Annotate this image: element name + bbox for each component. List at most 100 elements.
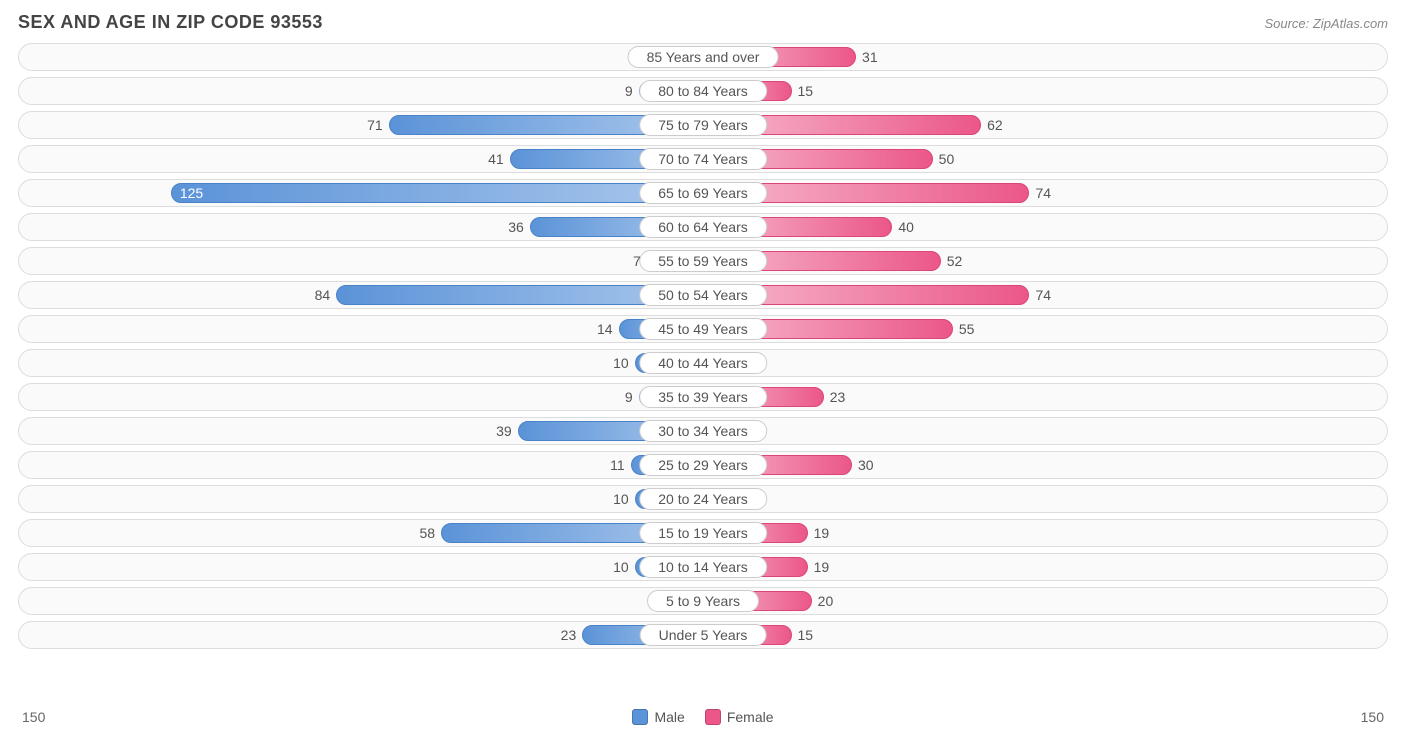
female-value: 40 (898, 219, 914, 235)
pyramid-row: 9 1580 to 84 Years (18, 77, 1388, 105)
female-value: 20 (818, 593, 834, 609)
pyramid-row: 716275 to 79 Years (18, 111, 1388, 139)
female-value: 74 (1035, 287, 1051, 303)
category-label: 50 to 54 Years (639, 284, 767, 306)
male-half: 10 (19, 350, 703, 376)
category-label: 45 to 49 Years (639, 318, 767, 340)
male-half: 7 (19, 248, 703, 274)
category-label: 70 to 74 Years (639, 148, 767, 170)
female-value: 55 (959, 321, 975, 337)
female-value: 15 (798, 627, 814, 643)
pyramid-row: 75255 to 59 Years (18, 247, 1388, 275)
female-value: 23 (830, 389, 846, 405)
category-label: 55 to 59 Years (639, 250, 767, 272)
female-value: 50 (939, 151, 955, 167)
male-value: 10 (613, 491, 629, 507)
female-half: 31 (703, 44, 1387, 70)
pyramid-row: 39 030 to 34 Years (18, 417, 1388, 445)
legend-swatch (632, 709, 648, 725)
category-label: 10 to 14 Years (639, 556, 767, 578)
legend-item: Male (632, 709, 684, 725)
female-half: 19 (703, 520, 1387, 546)
category-label: 25 to 29 Years (639, 454, 767, 476)
male-value: 11 (610, 457, 625, 473)
female-half: 55 (703, 316, 1387, 342)
female-half: 0 (703, 418, 1387, 444)
male-half: 11 (19, 452, 703, 478)
pyramid-row: 84 74 50 to 54 Years (18, 281, 1388, 309)
female-value: 19 (814, 559, 830, 575)
male-value: 9 (625, 83, 633, 99)
male-value: 71 (367, 117, 383, 133)
category-label: 15 to 19 Years (639, 522, 767, 544)
male-half: 39 (19, 418, 703, 444)
female-half: 50 (703, 146, 1387, 172)
category-label: 30 to 34 Years (639, 420, 767, 442)
female-half: 15 (703, 78, 1387, 104)
male-value: 125 (180, 185, 203, 201)
legend-label: Male (654, 709, 684, 725)
male-half: 125 (19, 180, 703, 206)
male-value: 41 (488, 151, 504, 167)
female-half: 15 (703, 622, 1387, 648)
female-half: 23 (703, 384, 1387, 410)
pyramid-row: 0 20 5 to 9 Years (18, 587, 1388, 615)
chart-title: SEX AND AGE IN ZIP CODE 93553 (18, 12, 323, 33)
category-label: 35 to 39 Years (639, 386, 767, 408)
female-half: 20 (703, 588, 1387, 614)
male-half: 58 (19, 520, 703, 546)
male-half: 23 (19, 622, 703, 648)
female-half: 0 (703, 486, 1387, 512)
male-value: 10 (613, 559, 629, 575)
chart-source: Source: ZipAtlas.com (1264, 16, 1388, 31)
pyramid-row: 581915 to 19 Years (18, 519, 1388, 547)
category-label: 20 to 24 Years (639, 488, 767, 510)
male-half: 9 (19, 384, 703, 410)
male-half: 84 (19, 282, 703, 308)
pyramid-row: 14 55 45 to 49 Years (18, 315, 1388, 343)
legend-label: Female (727, 709, 774, 725)
axis-max-left: 150 (22, 709, 45, 725)
legend: Male Female (632, 709, 773, 725)
male-value: 23 (561, 627, 577, 643)
axis-max-right: 150 (1361, 709, 1384, 725)
male-value: 84 (315, 287, 331, 303)
pyramid-row: 36 40 60 to 64 Years (18, 213, 1388, 241)
male-value: 14 (597, 321, 613, 337)
male-half: 10 (19, 554, 703, 580)
pyramid-row: 41 50 70 to 74 Years (18, 145, 1388, 173)
male-value: 39 (496, 423, 512, 439)
male-half: 41 (19, 146, 703, 172)
pyramid-row: 10 020 to 24 Years (18, 485, 1388, 513)
pyramid-row: 0 31 85 Years and over (18, 43, 1388, 71)
male-half: 0 (19, 588, 703, 614)
category-label: 85 Years and over (628, 46, 779, 68)
pyramid-row: 23 15 Under 5 Years (18, 621, 1388, 649)
female-value: 31 (862, 49, 878, 65)
male-half: 9 (19, 78, 703, 104)
male-value: 36 (508, 219, 524, 235)
female-half: 74 (703, 180, 1387, 206)
category-label: 80 to 84 Years (639, 80, 767, 102)
pyramid-row: 10 19 10 to 14 Years (18, 553, 1388, 581)
female-value: 74 (1035, 185, 1051, 201)
pyramid-row: 125 74 65 to 69 Years (18, 179, 1388, 207)
legend-swatch (705, 709, 721, 725)
pyramid-row: 11 30 25 to 29 Years (18, 451, 1388, 479)
category-label: 5 to 9 Years (647, 590, 759, 612)
male-half: 0 (19, 44, 703, 70)
male-value: 10 (613, 355, 629, 371)
female-value: 30 (858, 457, 874, 473)
female-half: 52 (703, 248, 1387, 274)
chart-footer: 150 Male Female 150 (18, 705, 1388, 729)
male-half: 14 (19, 316, 703, 342)
chart-header: SEX AND AGE IN ZIP CODE 93553 Source: Zi… (18, 12, 1388, 33)
male-half: 10 (19, 486, 703, 512)
female-value: 62 (987, 117, 1003, 133)
category-label: 65 to 69 Years (639, 182, 767, 204)
category-label: Under 5 Years (640, 624, 767, 646)
female-half: 74 (703, 282, 1387, 308)
category-label: 60 to 64 Years (639, 216, 767, 238)
male-half: 71 (19, 112, 703, 138)
female-half: 40 (703, 214, 1387, 240)
